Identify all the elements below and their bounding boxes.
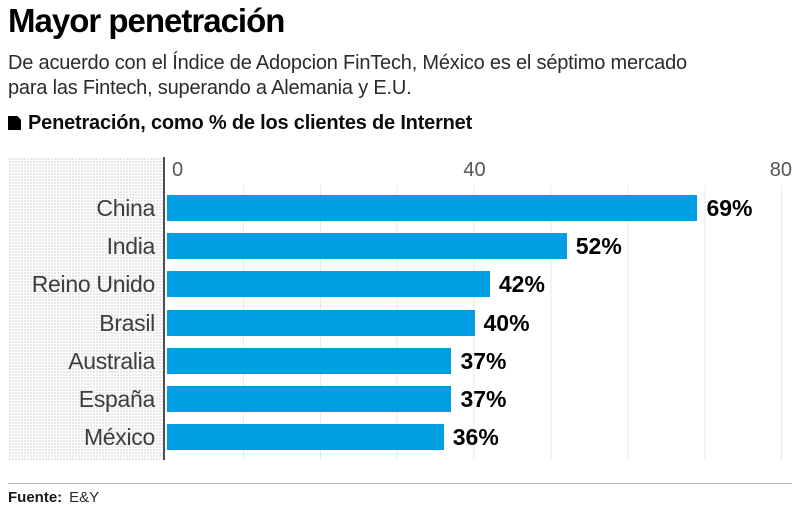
series-marker-icon (8, 116, 21, 130)
value-label: 37% (460, 347, 507, 374)
bar (167, 309, 475, 336)
category-label: España (78, 386, 156, 412)
x-axis-tick-40: 40 (463, 159, 486, 181)
value-label: 42% (498, 271, 545, 298)
bar (167, 424, 444, 451)
value-label: 40% (483, 309, 530, 336)
subtitle-line-2: para las Fintech, superando a Alemania y… (8, 77, 412, 99)
value-label: 69% (706, 195, 753, 221)
category-label: China (96, 195, 155, 221)
category-label: México (83, 424, 155, 451)
category-label: India (106, 233, 156, 260)
x-axis-tick-80: 80 (769, 159, 792, 181)
bar-chart: China India Reino Unido Brasil Australia Espa… (0, 157, 800, 460)
category-label: Brasil (99, 309, 155, 336)
bar (167, 195, 698, 221)
chart-subtitle: De acuerdo con el Índice de Adopcion Fin… (8, 51, 788, 101)
footer-divider (8, 483, 792, 484)
source-label: Fuente: (8, 489, 63, 506)
bar (167, 347, 452, 374)
source-line: Fuente: E&Y (8, 489, 99, 506)
plot-area: 0 40 80 69% 52% 42% 40% 37% 37% 36% (167, 157, 792, 460)
value-label: 52% (575, 233, 622, 260)
category-label-panel: China India Reino Unido Brasil Australia Espa… (8, 157, 165, 460)
x-axis-tick-0: 0 (172, 159, 184, 181)
bar (167, 233, 567, 260)
page-title: Mayor penetración (8, 2, 285, 39)
subtitle-line-1: De acuerdo con el Índice de Adopcion Fin… (8, 52, 687, 74)
category-label: Reino Unido (31, 271, 156, 298)
value-label: 36% (452, 424, 499, 451)
series-label-text: Penetración, como % de los clientes de I… (28, 112, 473, 134)
bar (167, 386, 452, 412)
category-label: Australia (68, 347, 155, 374)
series-label: Penetración, como % de los clientes de I… (8, 112, 472, 135)
source-value: E&Y (69, 489, 100, 506)
value-label: 37% (460, 386, 507, 412)
bar (167, 271, 490, 298)
